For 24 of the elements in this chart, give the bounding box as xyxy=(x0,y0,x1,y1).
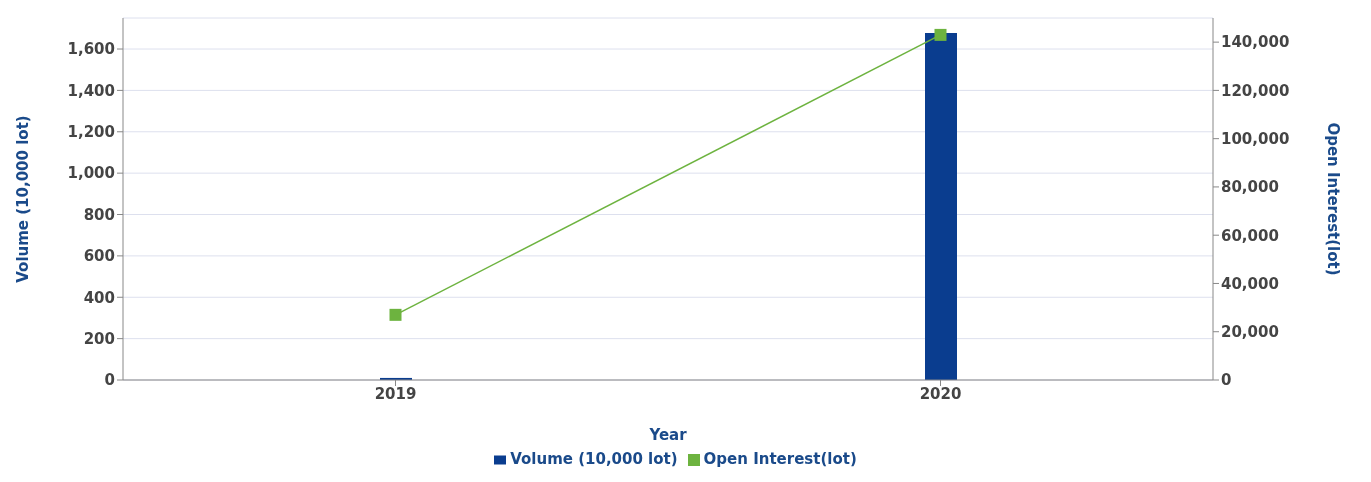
y2-tick-label: 140,000 xyxy=(1221,33,1290,52)
y2-tick-label: 60,000 xyxy=(1221,226,1279,245)
y-tick-label: 800 xyxy=(83,205,115,224)
legend-label: Open Interest(lot) xyxy=(703,450,857,468)
y-tick-label: 200 xyxy=(83,329,115,348)
y-axis-title: Volume (10,000 lot) xyxy=(14,115,33,283)
y2-tick-label: 20,000 xyxy=(1221,323,1279,342)
y2-tick-label: 80,000 xyxy=(1221,178,1279,197)
y-tick-label: 1,600 xyxy=(67,40,115,59)
legend-label: Volume (10,000 lot) xyxy=(510,450,678,468)
y-tick-label: 600 xyxy=(83,247,115,266)
y-tick-label: 0 xyxy=(104,371,115,390)
y-tick-label: 1,200 xyxy=(67,123,115,142)
y2-axis-title: Open Interest(lot) xyxy=(1323,122,1342,276)
y-tick-label: 400 xyxy=(83,288,115,307)
x-tick-label: 2019 xyxy=(374,384,417,403)
y-tick-label: 1,400 xyxy=(67,81,115,100)
y2-tick-label: 0 xyxy=(1221,371,1232,390)
x-tick-label: 2020 xyxy=(919,384,962,403)
y2-tick-label: 120,000 xyxy=(1221,81,1290,100)
y2-tick-label: 100,000 xyxy=(1221,129,1290,148)
y-tick-label: 1,000 xyxy=(67,164,115,183)
x-axis-title: Year xyxy=(648,426,688,444)
y2-tick-label: 40,000 xyxy=(1221,274,1279,293)
